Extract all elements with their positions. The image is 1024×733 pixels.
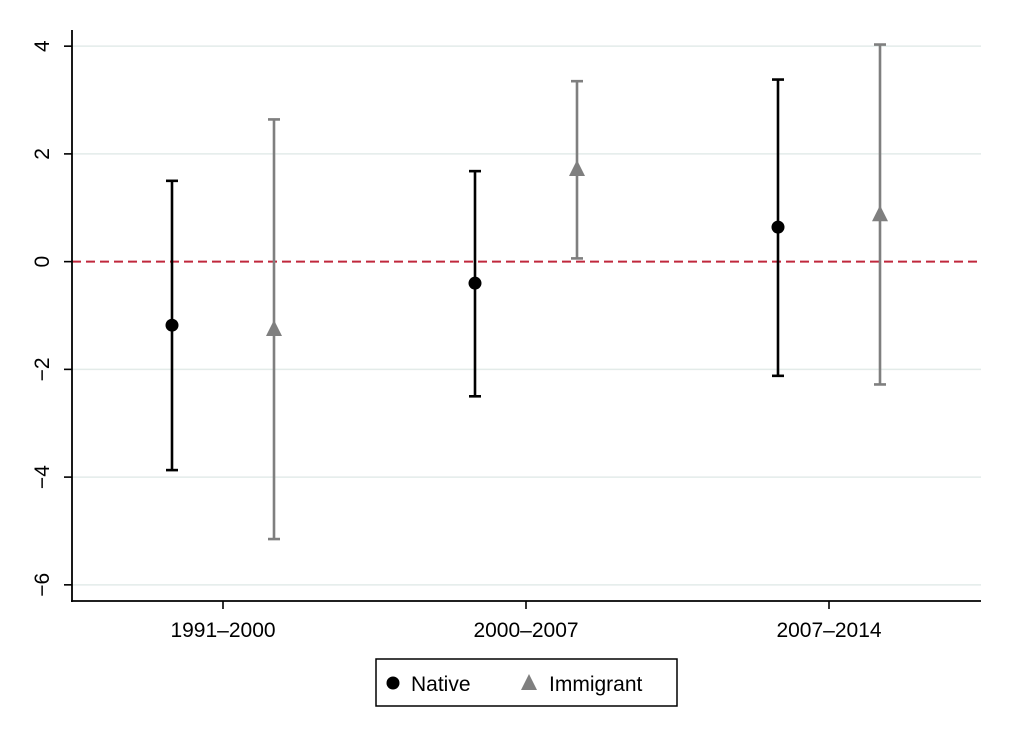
data-marks <box>165 43 888 541</box>
legend-immigrant-marker <box>521 674 537 690</box>
y-tick-label: −4 <box>31 465 54 489</box>
y-tick-label: −2 <box>31 357 54 381</box>
x-tick-label: 1991–2000 <box>170 619 275 642</box>
legend-native-label: Native <box>411 673 471 696</box>
point-immigrant <box>872 205 888 222</box>
legend-native-marker <box>386 676 400 690</box>
x-tick-label: 2000–2007 <box>473 619 578 642</box>
y-tick-label: 4 <box>31 40 54 52</box>
point-immigrant <box>569 159 585 176</box>
y-tick-label: 2 <box>31 148 54 160</box>
point-immigrant <box>266 319 282 336</box>
point-native <box>771 220 785 234</box>
legend-immigrant-label: Immigrant <box>549 673 643 696</box>
y-tick-label: 0 <box>31 256 54 268</box>
y-tick-label: −6 <box>31 573 54 597</box>
point-native <box>165 318 179 332</box>
legend: Native Immigrant <box>375 658 678 707</box>
x-axis-ticks: 1991–2000 2000–2007 2007–2014 <box>170 601 882 642</box>
point-native <box>468 276 482 290</box>
x-tick-label: 2007–2014 <box>776 619 881 642</box>
y-axis-ticks: 4 2 0 −2 −4 −6 <box>31 40 72 597</box>
grid-lines <box>72 45 981 586</box>
